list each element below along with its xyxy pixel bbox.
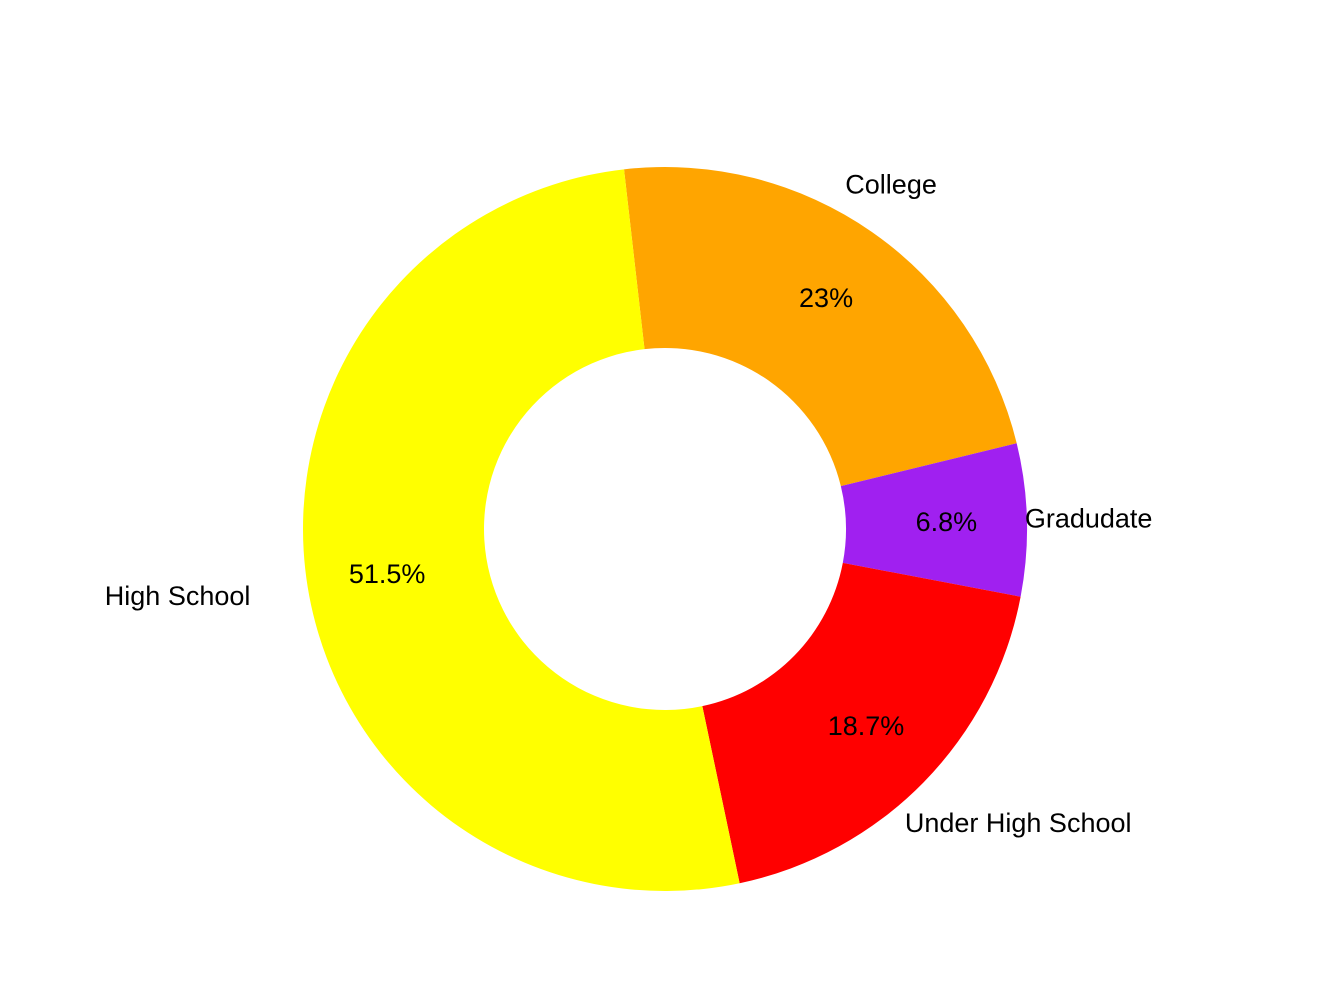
slice-college: [624, 167, 1017, 487]
slice-category-label-under-high-school: Under High School: [905, 808, 1132, 838]
slice-value-label-under-high-school: 18.7%: [828, 711, 905, 741]
slice-value-label-college: 23%: [799, 283, 853, 313]
donut-labels: 23% College 6.8% Gradudate 18.7% Under High S…: [105, 170, 1153, 839]
slice-high-school: [303, 169, 740, 891]
donut-slices: [303, 167, 1027, 891]
slice-category-label-high-school: High School: [105, 581, 251, 611]
slice-value-label-gradudate: 6.8%: [916, 507, 978, 537]
slice-category-label-college: College: [845, 170, 937, 200]
slice-gradudate: [840, 443, 1027, 597]
slice-under-high-school: [702, 562, 1021, 884]
slice-value-label-high-school: 51.5%: [349, 559, 426, 589]
slice-category-label-gradudate: Gradudate: [1025, 503, 1153, 533]
